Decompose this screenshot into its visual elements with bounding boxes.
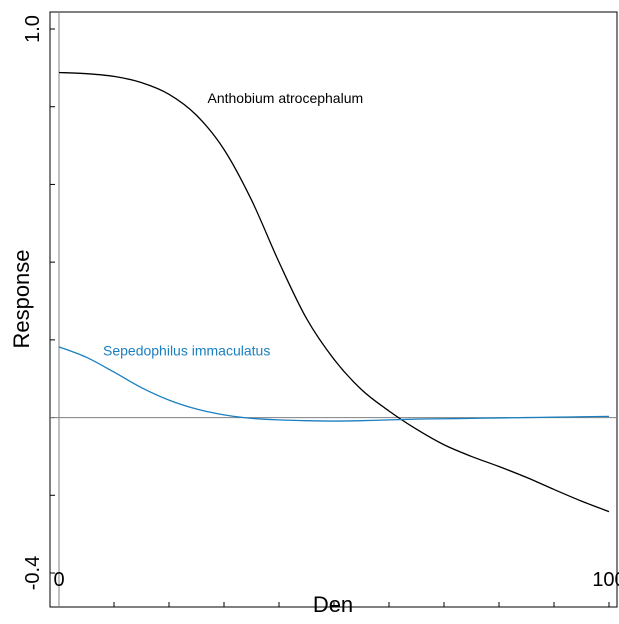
x-axis-label: Den [313, 592, 353, 617]
y-tick-label: -0.4 [22, 556, 44, 590]
series-line-2 [58, 346, 610, 422]
series-annotation-1: Anthobium atrocephalum [208, 90, 364, 106]
y-tick-label: 1.0 [22, 15, 44, 43]
minor-ticks [50, 28, 610, 607]
y-axis-label: Response [9, 249, 34, 348]
series-layer [58, 71, 610, 513]
annotation-layer: Anthobium atrocephalum Sepedophilus immac… [103, 90, 363, 359]
tick-label-layer: 0 100 -0.4 1.0 [22, 15, 619, 591]
series-line-1 [58, 71, 610, 513]
series-annotation-2: Sepedophilus immaculatus [103, 342, 270, 358]
x-tick-label: 100 [592, 569, 619, 591]
x-tick-label: 0 [53, 569, 64, 591]
